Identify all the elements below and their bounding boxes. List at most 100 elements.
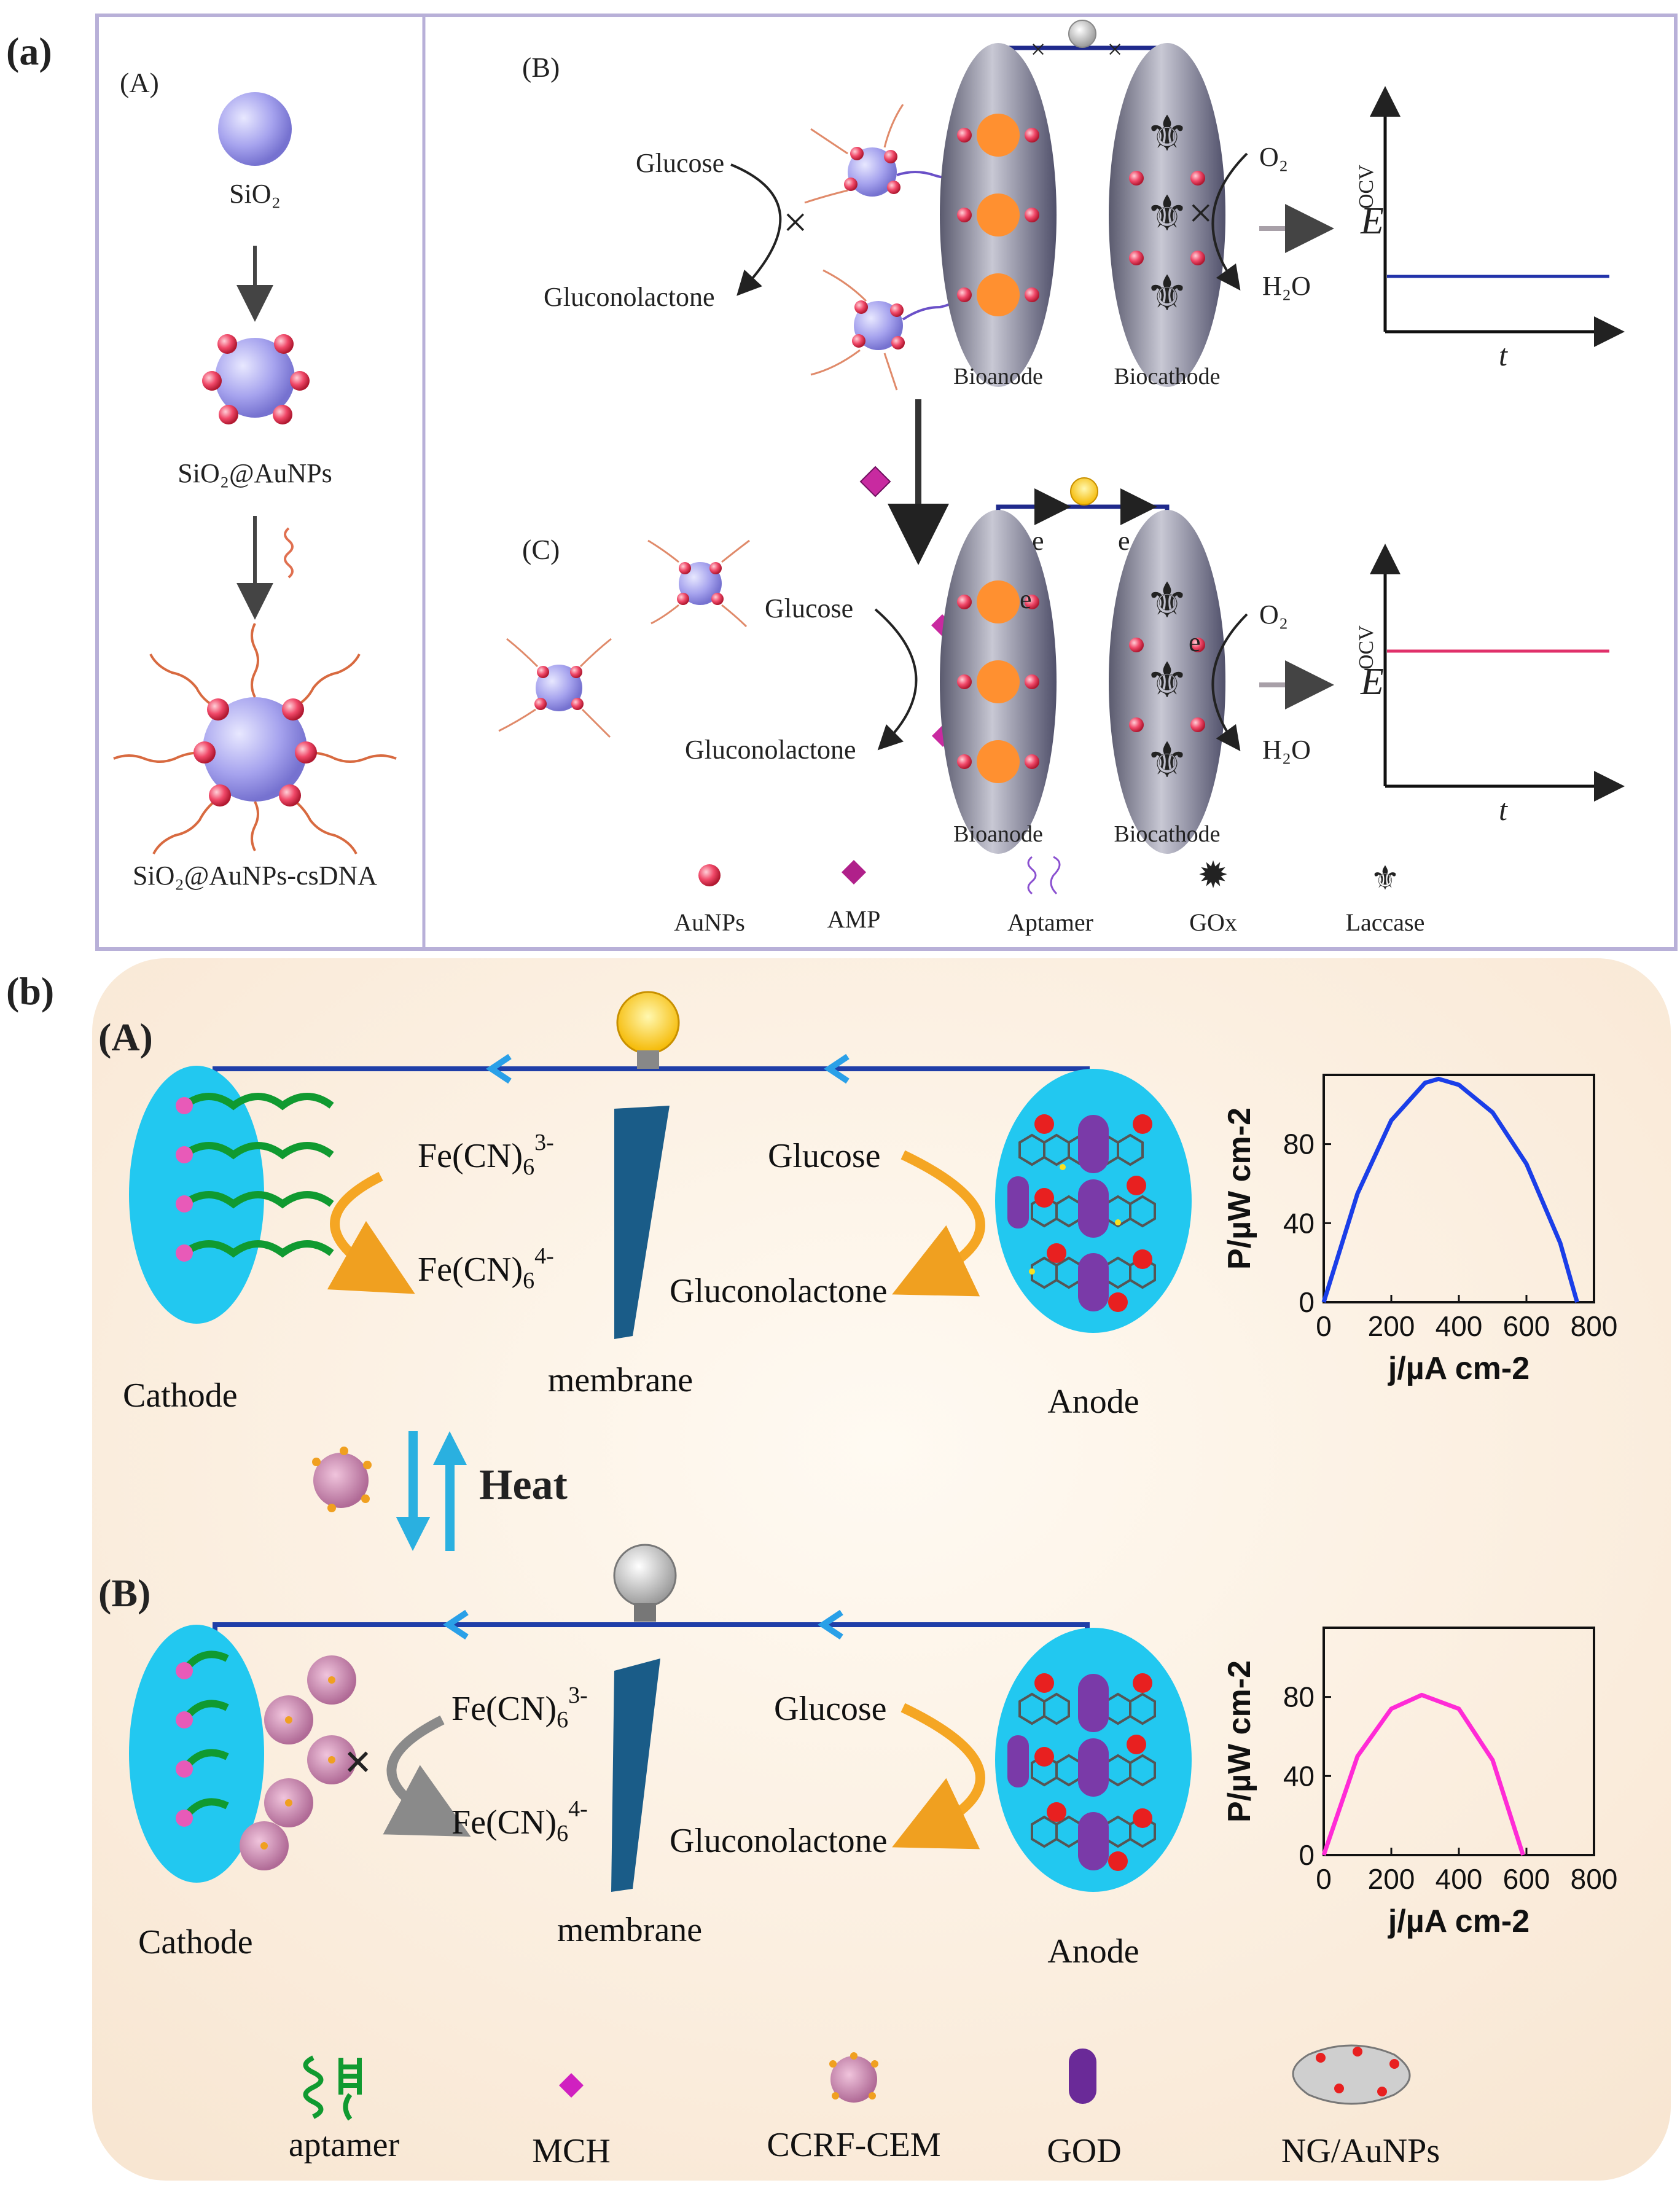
reaction-arrow [1211, 613, 1248, 751]
legend-gox: GOx [1189, 908, 1237, 936]
power-density-chart-a: 0 200 400 600 800 0 40 80 j/µA cm-2 P/µW cm-2 [1222, 1074, 1618, 1386]
membrane-label: membrane [548, 1361, 693, 1399]
reaction-arrow [1211, 152, 1248, 291]
dna-strands [804, 104, 904, 391]
o2-label: O₂ [1259, 600, 1288, 630]
redox-arrow [892, 1703, 985, 1850]
x-tick-label: 400 [1436, 1863, 1483, 1895]
svg-text:⚜: ⚜ [1145, 187, 1189, 241]
legend-a: ✹ ⚜ AuNPs AMP Aptamer GOx Laccase [674, 855, 1424, 936]
anode-electrode [995, 1628, 1192, 1892]
panel-b-a-fuel-cell: (A) Cathode Fe(CN)63- Fe(CN)64- membrane [98, 991, 1192, 1421]
current-arrow-icon [485, 1053, 512, 1084]
membrane-icon [614, 1106, 670, 1339]
x-tick-label: 400 [1436, 1310, 1483, 1342]
bulb-on-icon [1070, 477, 1098, 506]
part-b-background [92, 958, 1671, 2181]
svg-text:⚜: ⚜ [1145, 654, 1189, 708]
glucose-label: Glucose [768, 1137, 881, 1175]
glucose-label: Glucose [765, 593, 853, 623]
part-b-label: (b) [6, 969, 54, 1013]
blocked-x-icon: × [344, 1735, 372, 1789]
panel-b-off-state: (B) × × Glucose Gluconolactone × [522, 20, 1625, 391]
heat-switch: Heat [312, 1431, 568, 1551]
ng-aunps-icon [1292, 2044, 1411, 2105]
arrow-down-icon [396, 1431, 430, 1551]
power-density-chart-b: 0 200 400 600 800 0 40 80 j/µA cm-2 P/µW cm-2 [1222, 1627, 1618, 1939]
current-arrow-icon [823, 1053, 850, 1084]
sio2-aunps-particle [202, 334, 310, 424]
ocv-y-axis: E [1360, 200, 1384, 242]
bulb-off-icon [613, 1544, 677, 1622]
ocv-plot-low: E OCV t [1355, 86, 1625, 372]
svg-text:⚜: ⚜ [1145, 734, 1189, 788]
x-tick-label: 600 [1503, 1310, 1550, 1342]
part-a-label: (a) [6, 29, 52, 73]
cathode-label: Cathode [138, 1923, 253, 1961]
glucose-label: Glucose [774, 1690, 887, 1728]
legend-aptamer: aptamer [289, 2126, 400, 2164]
legend-ng-aunps: NG/AuNPs [1281, 2132, 1440, 2170]
ferricyanide-label: Fe(CN)63- [451, 1682, 588, 1733]
aptamer-icon [303, 2055, 362, 2121]
y-axis-label: P/µW cm-2 [1222, 1107, 1257, 1270]
csdna-strand-icon [284, 527, 294, 579]
y-tick-label: 40 [1283, 1207, 1315, 1239]
sio2-aunps-csdna-particle [113, 623, 397, 854]
sio2-sphere [218, 92, 292, 166]
aunps-icon [698, 864, 721, 886]
x-tick-label: 800 [1571, 1863, 1618, 1895]
y-axis-label: P/µW cm-2 [1222, 1660, 1257, 1822]
ocv-x-axis: t [1499, 792, 1508, 827]
membrane-label: membrane [557, 1911, 702, 1949]
membrane-icon [611, 1658, 660, 1892]
y-tick-label: 0 [1299, 1286, 1315, 1318]
x-tick-label: 800 [1571, 1310, 1618, 1342]
ferricyanide-label: Fe(CN)63- [418, 1130, 554, 1180]
h2o-label: H₂O [1262, 735, 1311, 765]
blocked-x-icon: × [1189, 190, 1213, 237]
sio2-label: SiO₂ [229, 179, 281, 209]
bioanode-label: Bioanode [953, 821, 1043, 847]
gluconolactone-label: Gluconolactone [670, 1822, 888, 1860]
y-tick-label: 80 [1283, 1681, 1315, 1713]
cross-icon: × [1108, 34, 1123, 64]
anode-label: Anode [1047, 1383, 1139, 1421]
biocathode-label: Biocathode [1114, 364, 1220, 389]
reaction-arrow [730, 163, 782, 296]
legend-ccrf-cem: CCRF-CEM [767, 2126, 940, 2164]
ocv-plot-high: E OCV t [1355, 544, 1625, 827]
amp-icon [842, 860, 866, 885]
ferrocyanide-label: Fe(CN)64- [451, 1796, 588, 1846]
cancer-cell-icon [240, 1655, 356, 1870]
biocathode-electrode: ⚜ ⚜ ⚜ [1109, 43, 1225, 387]
cathode-electrode [129, 1066, 334, 1324]
current-arrow-icon [442, 1609, 469, 1640]
aptamer-icon [1027, 856, 1061, 895]
electron-label: e [1020, 584, 1032, 614]
svg-text:⚜: ⚜ [1145, 107, 1189, 162]
o2-label: O₂ [1259, 142, 1288, 172]
panel-b-b-fuel-cell: (B) Cathode × Fe(CN)63- Fe(CN)64- [98, 1544, 1192, 1971]
reaction-arrow [874, 608, 918, 751]
blocked-x-icon: × [783, 199, 807, 246]
power-curve [1321, 1076, 1579, 1303]
cross-icon: × [1031, 34, 1046, 64]
released-particle [647, 539, 750, 628]
svg-text:⚜: ⚜ [1145, 267, 1189, 321]
redox-arrow [327, 1171, 415, 1294]
power-curve [1321, 1692, 1525, 1856]
legend-b: aptamer MCH CCRF-CEM GOD NG/AuNPs [289, 2044, 1440, 2170]
bulb-off-icon [1068, 20, 1096, 48]
anode-label: Anode [1047, 1932, 1139, 1971]
legend-aunps: AuNPs [674, 908, 745, 936]
gluconolactone-label: Gluconolactone [685, 735, 856, 765]
sio2-aunps-csdna-label: SiO₂@AuNPs-csDNA [133, 861, 377, 891]
x-tick-label: 200 [1368, 1863, 1415, 1895]
x-tick-label: 0 [1316, 1310, 1332, 1342]
sio2-aunps-label: SiO₂@AuNPs [178, 458, 332, 488]
amp-icon [859, 466, 891, 498]
glucose-label: Glucose [636, 148, 724, 178]
gox-icon: ✹ [1198, 855, 1229, 896]
panel-b-label: (B) [522, 52, 560, 83]
